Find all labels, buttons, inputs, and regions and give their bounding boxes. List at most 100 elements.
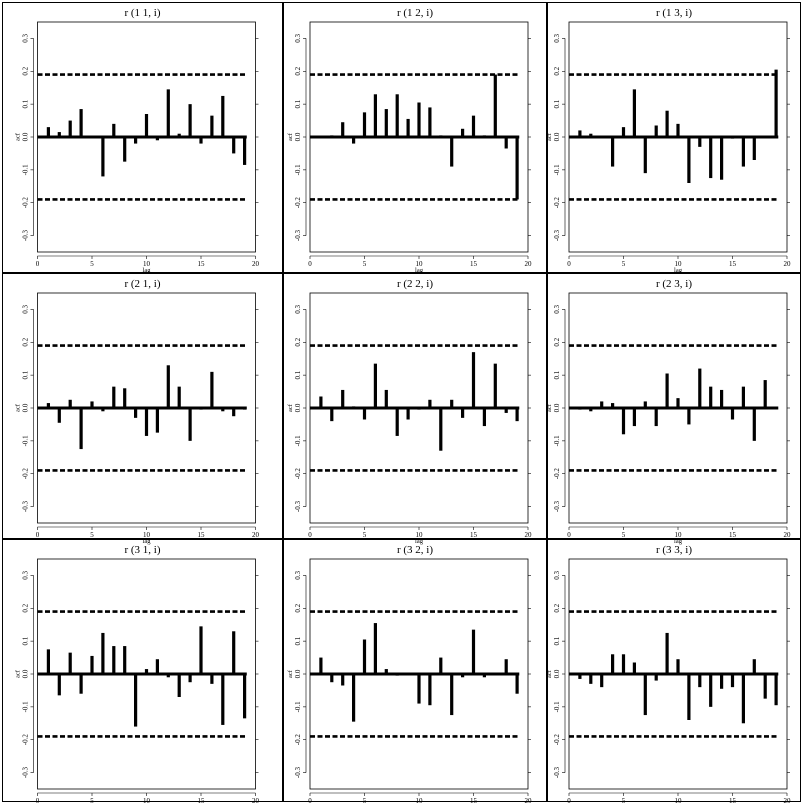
y-tick-label: 0.0 <box>553 132 561 141</box>
acf-panel: r (3 1, i) 0 5 10 15 20 lag -0.3 -0.2 -0.1 0.0 0.1 0… <box>2 539 283 803</box>
y-tick-label: 0.2 <box>22 603 30 612</box>
y-tick-label: 0.3 <box>553 305 561 314</box>
x-axis-title: lag <box>674 267 683 274</box>
panel-title: r (2 3, i) <box>656 278 692 290</box>
y-tick-label: 0.1 <box>553 636 561 645</box>
x-tick-label: 5 <box>622 531 626 539</box>
y-tick-label: 0.0 <box>294 132 302 141</box>
acf-panel: r (3 2, i) 0 5 10 15 20 lag -0.3 -0.2 -0.1 0.0 0.1 0… <box>283 539 547 803</box>
acf-panel: r (2 3, i) 0 5 10 15 20 lag -0.3 -0.2 -0.1 0.0 0.1 0… <box>546 273 801 545</box>
y-tick-label: -0.3 <box>22 230 30 242</box>
y-tick-label: -0.3 <box>294 230 302 242</box>
x-tick-label: 10 <box>675 531 683 539</box>
y-tick-label: 0.3 <box>294 571 302 580</box>
x-axis-title: lag <box>143 267 152 274</box>
panel-title: r (1 2, i) <box>397 7 433 19</box>
x-tick-label: 0 <box>567 260 571 268</box>
y-tick-label: 0.1 <box>553 99 561 108</box>
x-tick-label: 0 <box>567 797 571 803</box>
y-tick-label: 0.1 <box>22 99 30 108</box>
x-tick-label: 5 <box>90 260 94 268</box>
x-tick-label: 0 <box>308 260 312 268</box>
y-tick-label: 0.2 <box>553 66 561 75</box>
x-tick-label: 0 <box>36 797 40 803</box>
y-tick-label: 0.3 <box>22 34 30 43</box>
y-tick-label: 0.1 <box>553 370 561 379</box>
y-axis-title: acf <box>287 669 294 678</box>
y-axis-title: acf <box>546 403 553 412</box>
x-tick-label: 10 <box>416 260 424 268</box>
x-tick-label: 20 <box>784 797 792 803</box>
x-tick-label: 20 <box>525 797 533 803</box>
panel-title: r (3 2, i) <box>397 544 433 556</box>
y-tick-label: -0.1 <box>22 435 30 447</box>
panel-border <box>283 273 547 539</box>
x-tick-label: 15 <box>198 260 206 268</box>
x-tick-label: 15 <box>729 797 737 803</box>
x-tick-label: 10 <box>143 797 151 803</box>
y-tick-label: 0.3 <box>553 34 561 43</box>
x-tick-label: 5 <box>90 797 94 803</box>
y-tick-label: 0.1 <box>22 370 30 379</box>
x-tick-label: 5 <box>622 797 626 803</box>
y-tick-label: 0.0 <box>22 403 30 412</box>
acf-panel: r (2 2, i) 0 5 10 15 20 lag -0.3 -0.2 -0.1 0.0 0.1 0… <box>283 273 547 545</box>
y-tick-label: -0.2 <box>22 197 30 209</box>
y-tick-label: 0.2 <box>294 603 302 612</box>
y-tick-label: 0.0 <box>294 403 302 412</box>
x-tick-label: 15 <box>729 260 737 268</box>
y-tick-label: 0.0 <box>553 669 561 678</box>
x-tick-label: 5 <box>90 531 94 539</box>
y-tick-label: 0.3 <box>22 305 30 314</box>
x-axis-title: lag <box>143 538 152 545</box>
x-tick-label: 10 <box>143 531 151 539</box>
panel-title: r (2 2, i) <box>397 278 433 290</box>
y-tick-label: 0.1 <box>294 370 302 379</box>
y-tick-label: -0.3 <box>553 501 561 513</box>
y-tick-label: 0.2 <box>294 337 302 346</box>
y-tick-label: -0.2 <box>22 734 30 746</box>
y-tick-label: 0.2 <box>553 337 561 346</box>
y-tick-label: -0.1 <box>294 435 302 447</box>
x-tick-label: 15 <box>470 260 478 268</box>
y-tick-label: -0.3 <box>22 501 30 513</box>
y-tick-label: 0.0 <box>294 669 302 678</box>
y-tick-label: 0.1 <box>294 636 302 645</box>
acf-panel: r (1 1, i) 0 5 10 15 20 lag -0.3 -0.2 -0.1 0.0 0.1 0… <box>2 2 283 274</box>
acf-panel: r (1 3, i) 0 5 10 15 20 lag -0.3 -0.2 -0.1 0.0 0.1 0… <box>546 2 801 274</box>
x-tick-label: 15 <box>198 797 206 803</box>
y-axis-title: acf <box>15 669 22 678</box>
x-tick-label: 0 <box>308 531 312 539</box>
y-tick-label: 0.3 <box>22 571 30 580</box>
x-tick-label: 10 <box>416 531 424 539</box>
x-axis-title: lag <box>415 267 424 274</box>
acf-panel: r (1 2, i) 0 5 10 15 20 lag -0.3 -0.2 -0.1 0.0 0.1 0… <box>283 2 547 274</box>
x-tick-label: 20 <box>525 531 533 539</box>
y-axis-title: acf <box>287 132 294 141</box>
x-tick-label: 15 <box>470 531 478 539</box>
panel-border <box>2 539 283 802</box>
panel-border <box>283 539 547 802</box>
y-tick-label: -0.1 <box>294 701 302 713</box>
panel-title: r (1 1, i) <box>124 7 160 19</box>
x-tick-label: 20 <box>252 531 260 539</box>
x-tick-label: 5 <box>363 260 367 268</box>
y-tick-label: -0.1 <box>553 701 561 713</box>
y-tick-label: -0.3 <box>553 767 561 779</box>
panel-title: r (3 3, i) <box>656 544 692 556</box>
y-tick-label: 0.0 <box>22 669 30 678</box>
y-tick-label: -0.2 <box>553 197 561 209</box>
x-tick-label: 20 <box>784 260 792 268</box>
acf-panel: r (2 1, i) 0 5 10 15 20 lag -0.3 -0.2 -0.1 0.0 0.1 0… <box>2 273 283 545</box>
x-tick-label: 20 <box>784 531 792 539</box>
y-tick-label: -0.3 <box>294 767 302 779</box>
y-tick-label: 0.2 <box>294 66 302 75</box>
x-tick-label: 10 <box>675 797 683 803</box>
panel-title: r (3 1, i) <box>124 544 160 556</box>
x-tick-label: 10 <box>675 260 683 268</box>
y-tick-label: -0.2 <box>553 734 561 746</box>
x-tick-label: 10 <box>143 260 151 268</box>
x-tick-label: 0 <box>36 531 40 539</box>
y-tick-label: 0.3 <box>294 34 302 43</box>
y-tick-label: -0.1 <box>22 164 30 176</box>
